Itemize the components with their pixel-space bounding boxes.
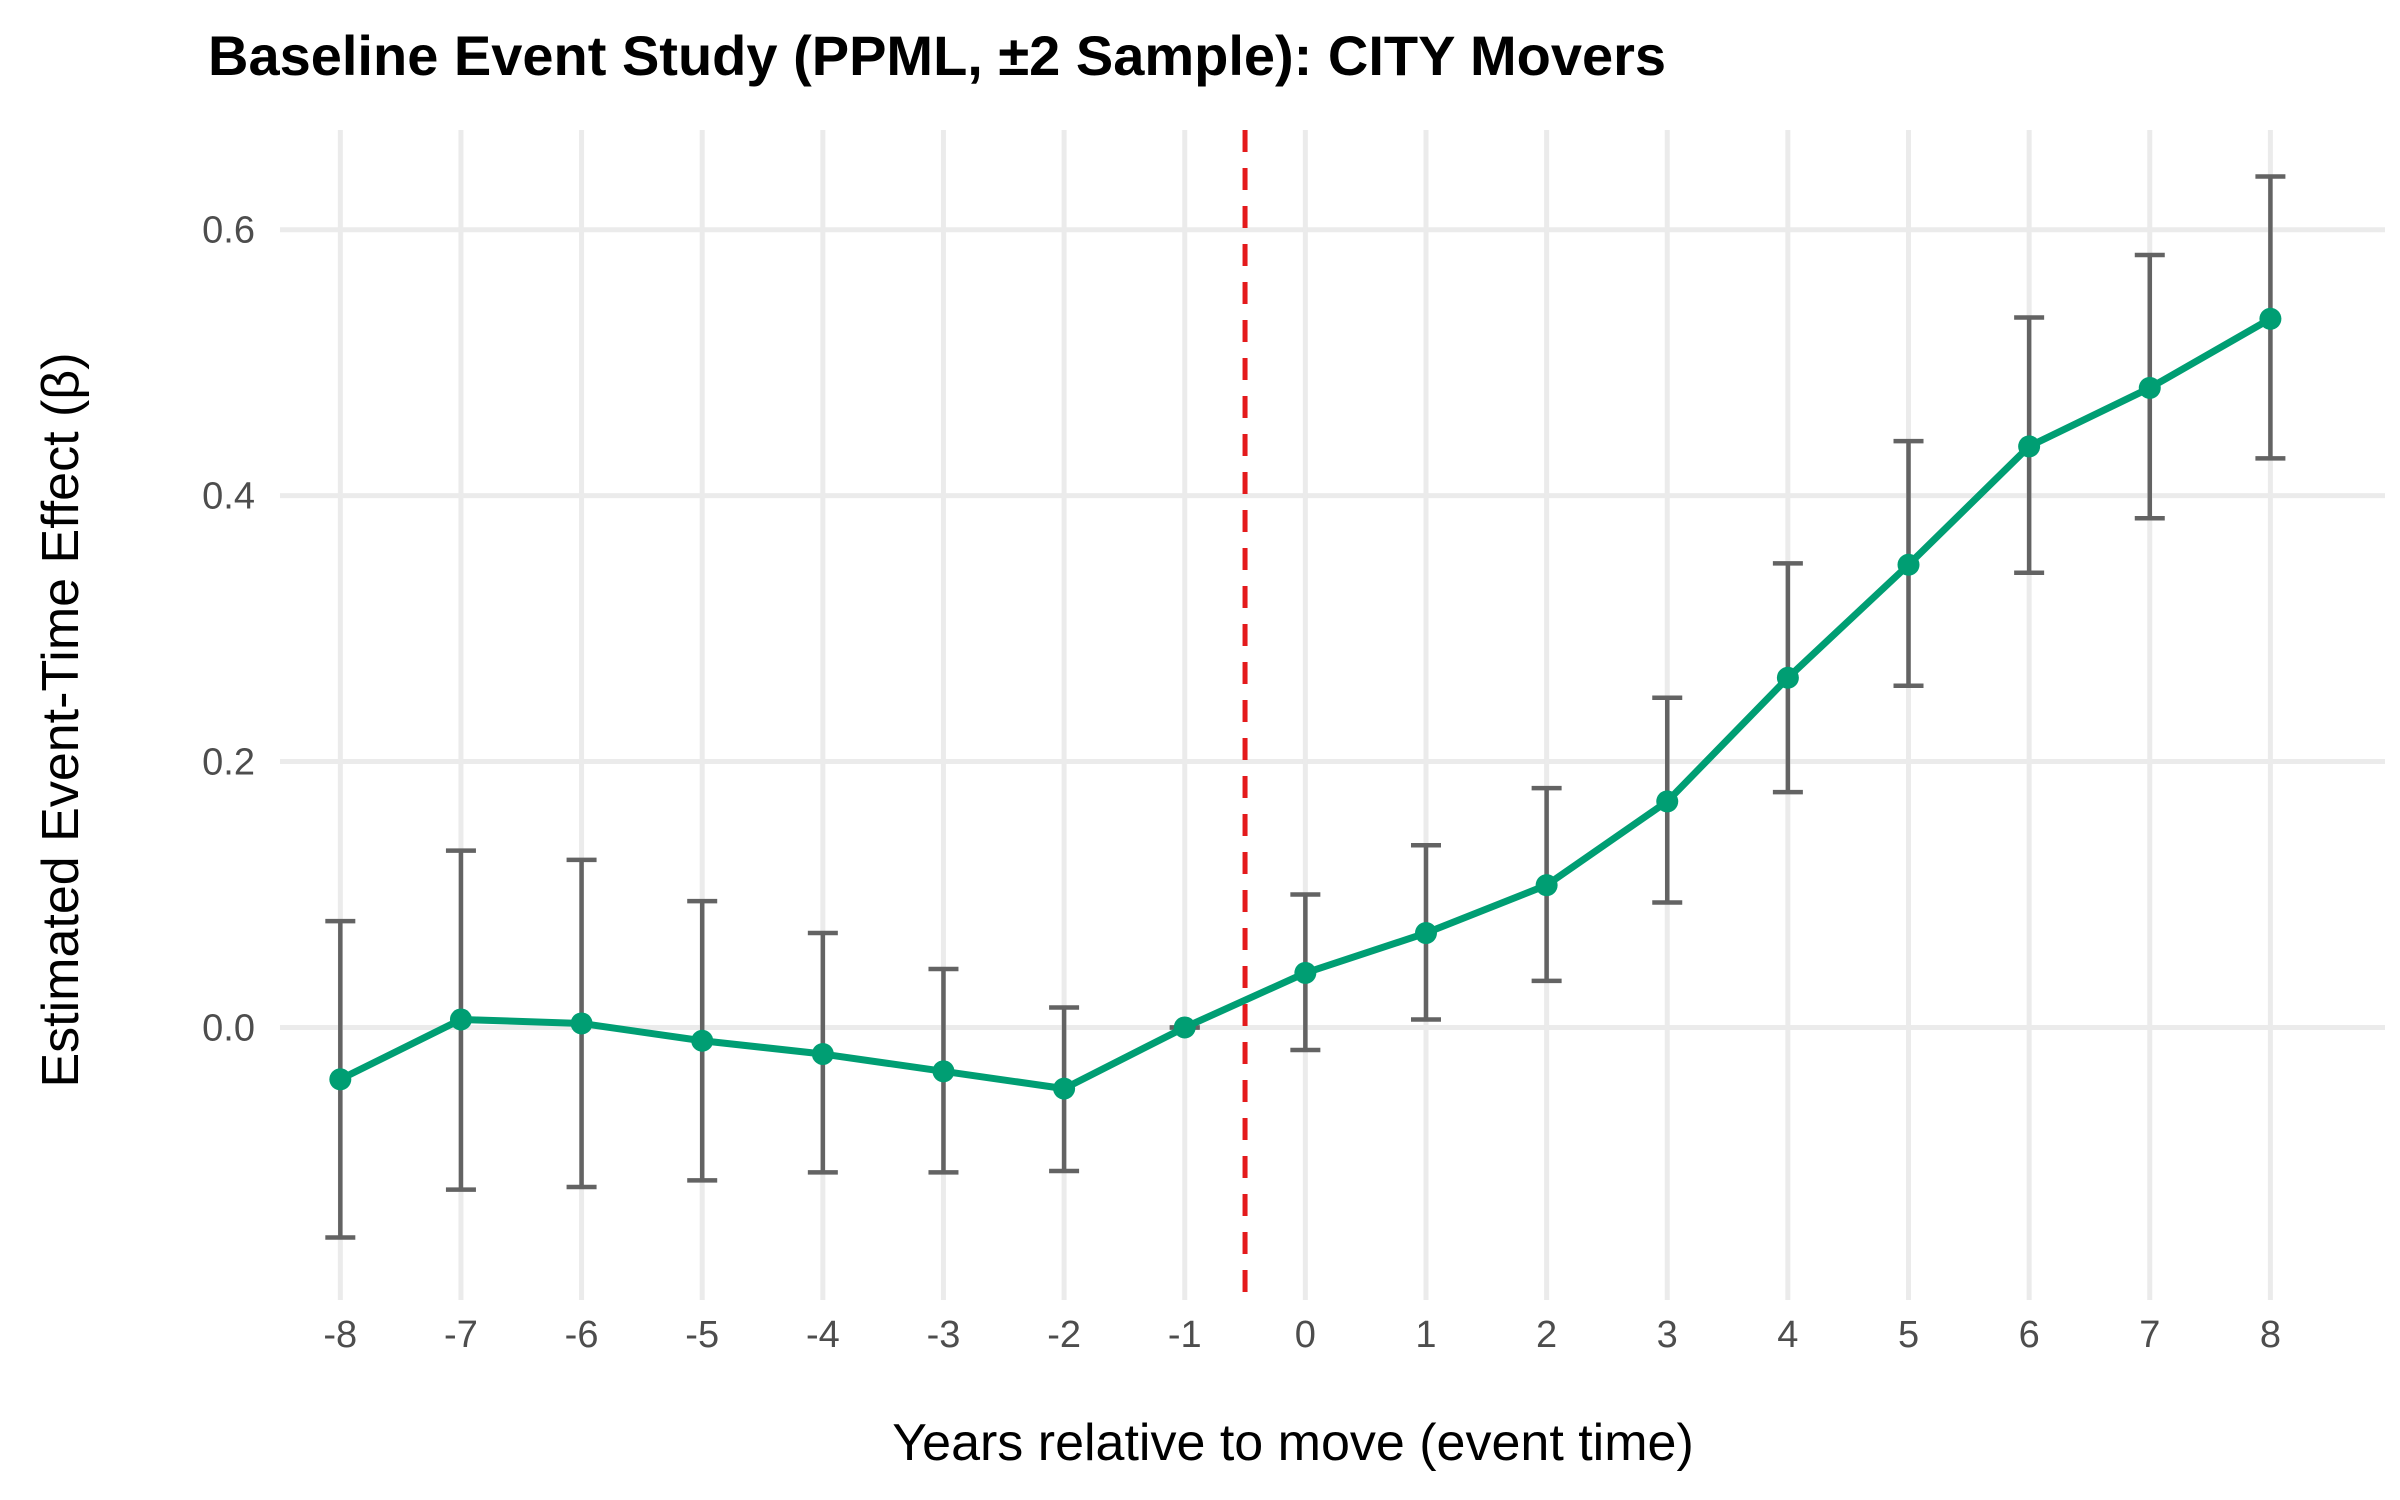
x-tick-label: 4 <box>1777 1314 1798 1356</box>
data-point <box>1776 666 1799 689</box>
x-tick-label: 0 <box>1295 1314 1316 1356</box>
y-axis-title: Estimated Event-Time Effect (β) <box>32 352 90 1087</box>
data-point <box>570 1012 593 1035</box>
data-point <box>1414 922 1437 945</box>
y-tick-label: 0.2 <box>202 742 255 784</box>
data-point <box>2259 307 2282 330</box>
x-tick-label: 6 <box>2019 1314 2040 1356</box>
x-axis-ticks: -8 -7 -6 -5 -4 -3 -2 -1 0 1 2 3 4 5 6 7 8 <box>323 1314 2281 1356</box>
x-tick-label: 7 <box>2139 1314 2160 1356</box>
y-tick-label: 0.4 <box>202 476 255 518</box>
x-tick-label: 2 <box>1536 1314 1557 1356</box>
x-tick-label: -7 <box>444 1314 478 1356</box>
x-tick-label: -6 <box>565 1314 599 1356</box>
series <box>329 307 2282 1100</box>
data-point <box>449 1008 472 1031</box>
data-point <box>1535 874 1558 897</box>
x-tick-label: -2 <box>1047 1314 1081 1356</box>
x-tick-label: -3 <box>927 1314 961 1356</box>
data-point <box>2018 435 2041 458</box>
x-tick-label: -1 <box>1168 1314 1202 1356</box>
data-point <box>329 1068 352 1091</box>
data-point <box>811 1043 834 1066</box>
y-axis-ticks: 0.0 0.2 0.4 0.6 <box>202 210 255 1050</box>
x-tick-label: 5 <box>1898 1314 1919 1356</box>
x-tick-label: -8 <box>323 1314 357 1356</box>
x-tick-label: -5 <box>685 1314 719 1356</box>
x-axis-title: Years relative to move (event time) <box>892 1414 1694 1472</box>
x-tick-label: 1 <box>1415 1314 1436 1356</box>
x-tick-label: -4 <box>806 1314 840 1356</box>
data-point <box>932 1060 955 1083</box>
data-point <box>691 1029 714 1052</box>
chart-title: Baseline Event Study (PPML, ±2 Sample): … <box>208 24 1666 87</box>
x-tick-label: 3 <box>1657 1314 1678 1356</box>
data-point <box>1294 961 1317 984</box>
y-tick-label: 0.6 <box>202 210 255 252</box>
data-point <box>1053 1077 1076 1100</box>
data-point <box>2138 376 2161 399</box>
data-point <box>1173 1016 1196 1039</box>
data-point <box>1897 553 1920 576</box>
data-point <box>1656 790 1679 813</box>
x-tick-label: 8 <box>2260 1314 2281 1356</box>
y-tick-label: 0.0 <box>202 1007 255 1049</box>
